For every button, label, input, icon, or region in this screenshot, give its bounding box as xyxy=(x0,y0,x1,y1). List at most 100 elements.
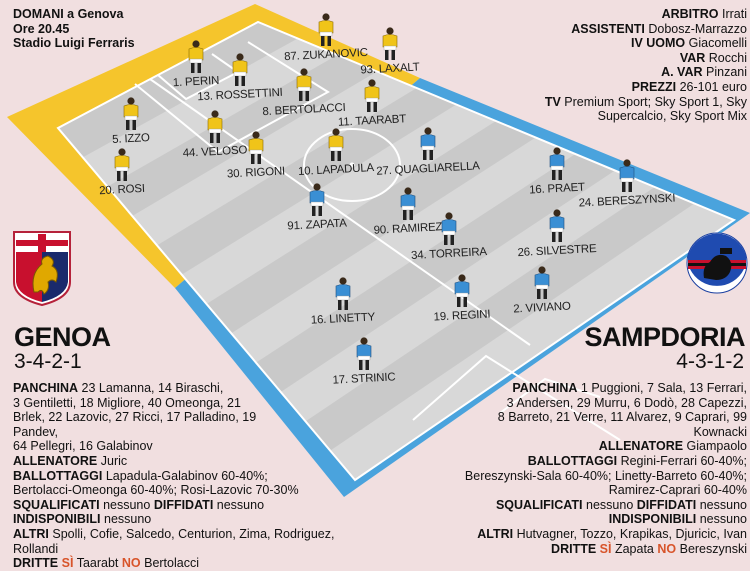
player-figure-icon xyxy=(549,209,565,242)
info-value: Bereszynski-Sala 60-40%; Linetty-Barreto… xyxy=(464,468,747,483)
pitch-stripe xyxy=(256,154,615,392)
sampdoria-sailor-crest-icon xyxy=(686,232,748,294)
info-row: Pandev, xyxy=(13,425,343,440)
dritte-row: DRITTE SÌ Taarabt NO Bertolacci xyxy=(13,556,343,571)
official-label: TV xyxy=(544,94,561,109)
info-value: Hutvagner, Tozzo, Krapikas, Djuricic, Iv… xyxy=(516,526,747,541)
player-figure-icon xyxy=(207,110,223,143)
info-label: ALTRI xyxy=(477,526,514,541)
info-value: nessuno xyxy=(216,497,265,512)
info-value: nessuno xyxy=(104,512,152,527)
official-label: ASSISTENTI xyxy=(571,21,645,36)
dritte-no: NO xyxy=(121,556,141,571)
info-value: 23 Lamanna, 14 Biraschi, xyxy=(81,381,224,395)
genoa-team-name: GENOA xyxy=(14,322,111,352)
pitch-stripes xyxy=(58,22,695,451)
official-value: Giacomelli xyxy=(688,36,747,51)
official-value: Dobosz-Marrazzo xyxy=(648,21,747,36)
official-label: A. VAR xyxy=(661,65,703,80)
info-value: 3 Gentiletti, 18 Migliore, 40 Omeonga, 2… xyxy=(13,395,241,410)
info-value: nessuno xyxy=(699,497,747,512)
genoa-info: PANCHINA 23 Lamanna, 14 Biraschi, 3 Genti… xyxy=(13,381,343,571)
official-row: TV Premium Sport; Sky Sport 1, Sky xyxy=(507,95,747,110)
sampdoria-team-name: SAMPDORIA xyxy=(584,322,745,352)
player-figure-icon xyxy=(309,183,325,216)
info-row: Kownacki xyxy=(457,424,748,440)
info-row: Brlek, 22 Lazovic, 27 Ricci, 17 Palladin… xyxy=(13,410,343,425)
info-value: 8 Barreto, 21 Verre, 11 Alvarez, 9 Capra… xyxy=(497,410,747,425)
dritte-yes: SÌ xyxy=(61,556,74,571)
dritte-no: NO xyxy=(657,541,677,556)
info-row: Ramirez-Caprari 60-40% xyxy=(457,483,747,498)
genoa-formation: 3-4-2-1 xyxy=(14,350,82,373)
official-row: ARBITRO Irrati xyxy=(507,7,747,22)
info-value: Giampaolo xyxy=(686,439,747,454)
player-figure-icon xyxy=(454,274,470,307)
player-figure-icon xyxy=(619,159,635,192)
sampdoria-info: PANCHINA 1 Puggioni, 7 Sala, 13 Ferrari,… xyxy=(457,381,747,556)
official-value: Supercalcio, Sky Sport Mix xyxy=(597,109,747,124)
official-row: ASSISTENTI Dobosz-Marrazzo xyxy=(507,22,747,37)
sampdoria-formation: 4-3-1-2 xyxy=(676,350,744,373)
dritte-no-value: Bereszynski xyxy=(679,541,747,556)
dritte-yes-value: Taarabt xyxy=(76,556,119,571)
genoa-griffin-crest-icon xyxy=(13,231,71,306)
player-figure-icon xyxy=(188,40,204,73)
official-value: Irrati xyxy=(722,7,747,21)
player-figure-icon xyxy=(328,128,344,161)
info-value: Ramirez-Caprari 60-40% xyxy=(608,483,747,498)
info-value: Kownacki xyxy=(693,424,748,439)
player-figure-icon xyxy=(441,212,457,245)
official-row: IV UOMO Giacomelli xyxy=(507,36,747,51)
player-name-label: 5. IZZO xyxy=(111,132,151,146)
player-figure-icon xyxy=(123,97,139,130)
player-figure-icon xyxy=(296,68,312,101)
official-row: VAR Rocchi xyxy=(507,51,747,66)
info-label: ALTRI xyxy=(13,526,49,541)
info-row: ALTRI Hutvagner, Tozzo, Krapikas, Djuric… xyxy=(457,527,747,542)
info-row: 3 Andersen, 29 Murru, 6 Dodò, 28 Capezzi… xyxy=(457,396,747,411)
official-value: Pinzani xyxy=(706,65,747,80)
dritte-row: DRITTE SÌ Zapata NO Bereszynski xyxy=(457,542,747,557)
info-value: nessuno xyxy=(586,497,634,512)
player-figure-icon xyxy=(248,131,264,164)
dritte-label: DRITTE xyxy=(13,556,59,571)
info-label: PANCHINA xyxy=(13,381,79,395)
info-label: BALLOTTAGGI xyxy=(527,453,618,468)
info-value: nessuno xyxy=(103,497,151,512)
pitch-stripe xyxy=(107,55,377,216)
dritte-label: DRITTE xyxy=(551,541,597,556)
official-value: Premium Sport; Sky Sport 1, Sky xyxy=(564,94,747,109)
info-label: SQUALIFICATI xyxy=(495,497,583,512)
info-label: ALLENATORE xyxy=(13,453,98,468)
official-label: PREZZI xyxy=(631,79,677,94)
player-figure-icon xyxy=(364,79,380,112)
info-row: BALLOTTAGGI Regini-Ferrari 60-40%; xyxy=(457,454,747,469)
dritte-yes-value: Zapata xyxy=(614,541,654,556)
info-row: BALLOTTAGGI Lapadula-Galabinov 60-40%; xyxy=(13,469,343,484)
info-value: Bertolacci-Omeonga 60-40%; Rosi-Lazovic … xyxy=(13,483,299,498)
official-label: VAR xyxy=(679,50,706,65)
info-value: Spolli, Cofie, Salcedo, Centurion, Zima,… xyxy=(13,526,335,556)
info-row: SQUALIFICATI nessuno DIFFIDATI nessuno xyxy=(457,498,747,513)
info-row: PANCHINA 1 Puggioni, 7 Sala, 13 Ferrari, xyxy=(457,381,747,396)
info-value: 1 Puggioni, 7 Sala, 13 Ferrari, xyxy=(580,381,747,395)
info-row: 64 Pellegri, 16 Galabinov xyxy=(13,439,343,454)
match-stadium: Stadio Luigi Ferraris xyxy=(13,36,135,51)
official-value: Rocchi xyxy=(708,50,747,65)
player-figure-icon xyxy=(318,13,334,46)
official-label: ARBITRO xyxy=(661,7,719,21)
info-row: Bereszynski-Sala 60-40%; Linetty-Barreto… xyxy=(457,469,747,484)
pitch-stripe xyxy=(305,187,695,451)
info-value: Brlek, 22 Lazovic, 27 Ricci, 17 Palladin… xyxy=(13,410,257,425)
dritte-no-value: Bertolacci xyxy=(144,556,199,571)
player-figure-icon xyxy=(420,127,436,160)
info-value: 3 Andersen, 29 Murru, 6 Dodò, 28 Capezzi… xyxy=(506,395,747,410)
player-figure-icon xyxy=(114,148,130,181)
official-row: A. VAR Pinzani xyxy=(507,65,747,80)
info-value: Lapadula-Galabinov 60-40%; xyxy=(105,468,268,483)
info-row: ALLENATORE Giampaolo xyxy=(457,439,747,454)
info-label: SQUALIFICATI xyxy=(13,497,100,512)
info-row: SQUALIFICATI nessuno DIFFIDATI nessuno xyxy=(13,498,343,513)
official-row: PREZZI 26-101 euro xyxy=(507,80,747,95)
